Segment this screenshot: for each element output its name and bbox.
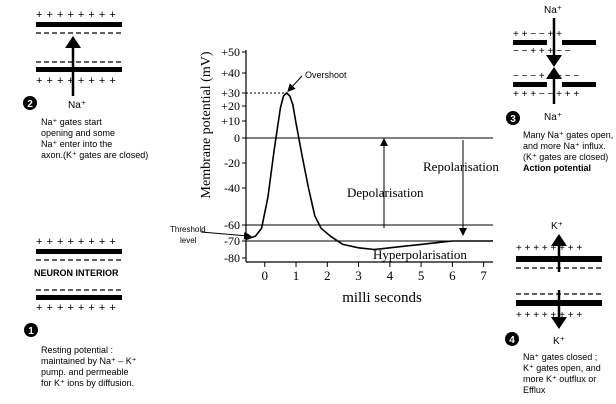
step-number-badge [506,111,520,125]
y-tick-label: +20 [221,99,240,113]
plus-row: + + + + + + + + [516,310,582,321]
x-tick-label: 0 [262,268,269,283]
y-tick-label: +50 [221,45,240,59]
membrane-bar [36,22,122,27]
arrow-head [551,317,567,329]
threshold-label-line2: level [180,236,197,245]
na-label: Na⁺ [68,100,86,111]
plus-row: + + + + + + + + [36,236,116,248]
x-axis-label: milli seconds [342,290,422,306]
step-line: for K⁺ ions by diffusion. [41,378,134,388]
membrane-bar [513,40,547,45]
step-line: (K⁺ gates are closed) [523,152,608,162]
x-tick-label: 3 [355,268,362,283]
plus-row: + + + + + + + + [36,9,116,21]
arrow-head [546,67,562,79]
overshoot-leader [287,75,303,92]
step-number-badge [24,323,38,337]
membrane-bar [36,67,122,72]
x-tick-label: 5 [418,268,425,283]
step-number: 4 [509,335,515,346]
plus-row-partial: + + − − + + [513,29,562,40]
y-tick-label: +10 [221,114,240,128]
step-1-description: 1 Resting potential : maintained by Na⁺ … [24,323,137,388]
plus-row: + + + + + + + + [36,75,116,87]
arrow-head [65,36,81,48]
membrane-bar [562,82,596,87]
membrane-bar [36,295,122,300]
step-number-badge [505,332,519,346]
membrane-bar [516,256,602,262]
y-tick-label: -70 [224,234,240,248]
minus-row-partial: − − + + + − − [513,46,571,57]
membrane-potential-chart: Membrane potential (mV) +50 +40 +30+20+10 0… [170,45,499,306]
step-4-description: 4 Na⁺ gates closed ; K⁺ gates open, and … [505,332,601,395]
y-axis-label: Membrane potential (mV) [199,51,214,198]
x-tick-label: 2 [324,268,331,283]
hyperpolarisation-label: Hyperpolarisation [373,247,467,262]
x-tick-label: 4 [387,268,394,283]
membrane-bar [36,249,122,254]
membrane-step-3: Na⁺ + + − − + + − − + + + − − − − − + + … [513,5,596,123]
x-axis: 0 1 2 3 4 5 6 7 [246,261,493,283]
step-line: opening and some [41,128,115,138]
step-line: axon.(K⁺ gates are closed) [41,150,148,160]
step-number: 1 [28,326,34,337]
y-tick-label: +40 [221,66,240,80]
step-line: and more Na⁺ influx. [523,141,606,151]
step-3-description: 3 Many Na⁺ gates open, and more Na⁺ infl… [506,111,613,173]
membrane-step-4: K⁺ + + + + + + + + + + + + + + + + K⁺ [516,221,602,347]
step-number: 3 [510,114,516,125]
plus-row-partial: − − − + + − − − [513,71,579,82]
step-line: Na⁺ gates start [41,117,102,127]
step-line: Resting potential : [41,345,113,355]
arrow-head [546,55,562,67]
y-tick-label: -40 [224,181,240,195]
membrane-step-2: + + + + + + + + + + + + + + + + Na⁺ [36,9,122,111]
k-label: K⁺ [553,336,565,347]
step-line: pump. and permeable [41,367,129,377]
plus-row: + + + + + + + + [516,243,582,254]
step-2-description: 2 Na⁺ gates start opening and some Na⁺ e… [23,96,148,160]
step-bold-line: Action potential [523,163,591,173]
y-tick-label: -20 [224,156,240,170]
step-line: Efflux [523,385,546,395]
depolarisation-label: Depolarisation [347,185,424,200]
step-line: maintained by Na⁺ – K⁺ [41,356,137,366]
step-line: Na⁺ gates closed ; [523,352,597,362]
x-tick-label: 7 [480,268,487,283]
k-label: K⁺ [551,221,563,232]
threshold-leader [200,231,252,240]
x-tick-label: 1 [293,268,300,283]
na-label: Na⁺ [544,5,562,16]
arrow-head [551,234,567,246]
step-line: K⁺ gates open, and [523,363,601,373]
na-label: Na⁺ [544,112,562,123]
step-line: Na⁺ enter into the [41,139,112,149]
x-tick-label: 6 [449,268,456,283]
potential-curve [245,92,493,251]
plus-row: + + + + + + + + [36,302,116,314]
y-tick-label: -80 [224,251,240,265]
membrane-bar [513,82,547,87]
y-tick-label: 0 [234,131,240,145]
neuron-interior-label: NEURON INTERIOR [34,268,119,278]
step-line: Many Na⁺ gates open, [523,130,613,140]
step-number: 2 [27,99,33,110]
series-group [245,92,493,251]
overshoot-label: Overshoot [305,70,347,80]
membrane-step-1: + + + + + + + + NEURON INTERIOR + + + + … [34,236,122,314]
y-tick-label: -60 [224,218,240,232]
y-tick-label: +30 [221,86,240,100]
step-line: more K⁺ outflux or [523,374,596,384]
minus-row-partial: + + + − − + + + [513,89,579,100]
membrane-bar [562,40,596,45]
threshold-label-line1: Threshold [170,225,206,234]
step-number-badge [23,96,37,110]
y-axis: +50 +40 +30+20+10 0 -20 -40 -60 -70 -80 [221,45,247,265]
repolarisation-label: Repolarisation [423,159,499,174]
